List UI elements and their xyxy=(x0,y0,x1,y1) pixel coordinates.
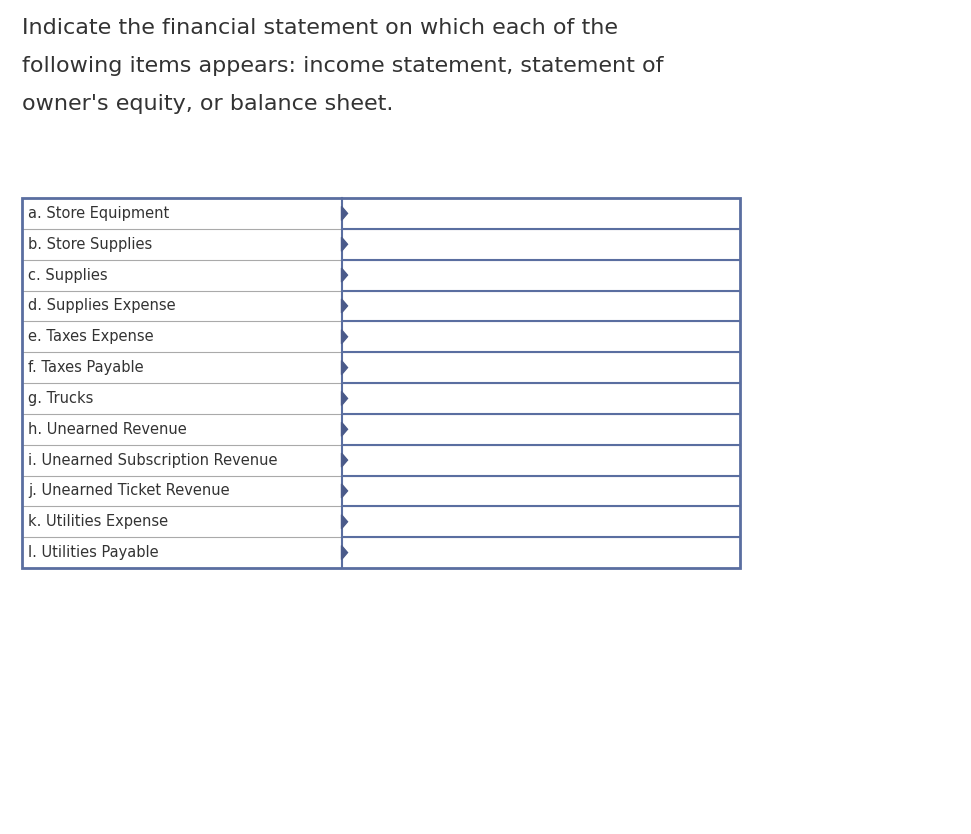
Polygon shape xyxy=(342,268,348,282)
Text: h. Unearned Revenue: h. Unearned Revenue xyxy=(28,422,186,437)
Polygon shape xyxy=(342,453,348,467)
Text: g. Trucks: g. Trucks xyxy=(28,391,93,406)
Polygon shape xyxy=(342,515,348,529)
Polygon shape xyxy=(342,484,348,498)
Text: b. Store Supplies: b. Store Supplies xyxy=(28,237,152,252)
Text: k. Utilities Expense: k. Utilities Expense xyxy=(28,515,168,530)
Polygon shape xyxy=(342,237,348,251)
Text: a. Store Equipment: a. Store Equipment xyxy=(28,206,169,221)
Text: owner's equity, or balance sheet.: owner's equity, or balance sheet. xyxy=(22,94,393,114)
Polygon shape xyxy=(342,391,348,405)
Polygon shape xyxy=(342,299,348,313)
Bar xyxy=(22,198,740,568)
Text: i. Unearned Subscription Revenue: i. Unearned Subscription Revenue xyxy=(28,453,278,468)
Polygon shape xyxy=(342,422,348,436)
Text: e. Taxes Expense: e. Taxes Expense xyxy=(28,329,153,344)
Polygon shape xyxy=(342,329,348,344)
Text: Indicate the financial statement on which each of the: Indicate the financial statement on whic… xyxy=(22,18,618,38)
Text: following items appears: income statement, statement of: following items appears: income statemen… xyxy=(22,56,663,76)
Text: f. Taxes Payable: f. Taxes Payable xyxy=(28,360,144,375)
Text: c. Supplies: c. Supplies xyxy=(28,268,108,283)
Text: j. Unearned Ticket Revenue: j. Unearned Ticket Revenue xyxy=(28,484,229,499)
Text: l. Utilities Payable: l. Utilities Payable xyxy=(28,545,158,560)
Polygon shape xyxy=(342,207,348,220)
Polygon shape xyxy=(342,360,348,374)
Polygon shape xyxy=(342,545,348,560)
Text: d. Supplies Expense: d. Supplies Expense xyxy=(28,299,176,314)
